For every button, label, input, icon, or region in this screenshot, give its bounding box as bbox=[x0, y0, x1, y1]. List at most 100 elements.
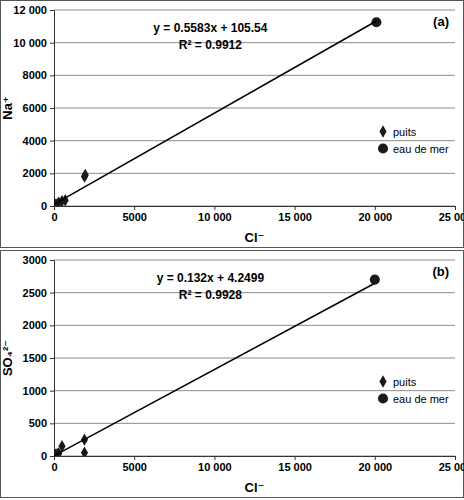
legend-label: eau de mer bbox=[393, 393, 449, 405]
tick-label: 10 000 bbox=[13, 37, 47, 49]
tick: 3000 bbox=[23, 254, 54, 266]
tick: 0 bbox=[51, 456, 57, 473]
tick-label: 6000 bbox=[23, 102, 47, 114]
grid-line bbox=[54, 140, 455, 141]
tick: 5000 bbox=[122, 206, 146, 223]
tick-mark bbox=[50, 75, 54, 76]
tick: 12 000 bbox=[13, 4, 54, 16]
tick: 0 bbox=[41, 450, 54, 462]
y-axis-label: SO₄²⁻ bbox=[0, 340, 15, 376]
tick-mark bbox=[214, 206, 215, 210]
y-axis: 050010001500200025003000 bbox=[23, 254, 55, 462]
tick: 2000 bbox=[23, 319, 54, 331]
grid-line bbox=[54, 75, 455, 76]
axis-line bbox=[50, 261, 55, 457]
data-marks bbox=[54, 17, 381, 206]
tick-mark bbox=[50, 43, 54, 44]
panel: 0500010 00015 00020 00025 00005001000150… bbox=[0, 251, 464, 498]
tick-label: 25 000 bbox=[439, 461, 464, 473]
annotation: R² = 0.9928 bbox=[179, 288, 242, 302]
tick: 1000 bbox=[23, 385, 54, 397]
axis-line bbox=[55, 457, 456, 461]
tick-label: 2000 bbox=[23, 167, 47, 179]
tick: 5000 bbox=[122, 456, 146, 473]
tick-label: 1000 bbox=[23, 385, 47, 397]
tick-mark bbox=[134, 456, 135, 460]
tick-label: 25 000 bbox=[439, 211, 464, 223]
y-axis: 0200040006000800010 00012 000 bbox=[13, 4, 54, 212]
grid-line bbox=[54, 10, 455, 11]
axis-line bbox=[55, 207, 456, 211]
y-axis-label: Na⁺ bbox=[0, 96, 15, 119]
legend-item: eau de mer bbox=[378, 393, 449, 405]
grid-line bbox=[54, 173, 455, 174]
tick-mark bbox=[295, 206, 296, 210]
tick: 10 000 bbox=[198, 456, 232, 473]
tick-mark bbox=[375, 456, 376, 460]
axis-line bbox=[50, 11, 55, 207]
legend-item: eau de mer bbox=[378, 143, 449, 155]
tick: 2500 bbox=[23, 287, 54, 299]
x-axis: 0500010 00015 00020 00025 000 bbox=[51, 456, 464, 473]
plot-area: 0 5000 10 000 15 000 20 000 25 0000 2000 4000 60… bbox=[13, 4, 464, 223]
legend: puits eau de mer bbox=[378, 125, 449, 154]
tick: 4000 bbox=[23, 135, 54, 147]
tick-mark bbox=[295, 456, 296, 460]
tick-mark bbox=[50, 293, 54, 294]
tick: 10 000 bbox=[198, 206, 232, 223]
point bbox=[82, 169, 89, 181]
tick-mark bbox=[455, 206, 456, 210]
tick-label: 10 000 bbox=[198, 211, 232, 223]
plot-area: 0500010 00015 00020 00025 00005001000150… bbox=[23, 254, 464, 473]
tick-mark bbox=[50, 173, 54, 174]
grid-line bbox=[54, 390, 455, 391]
tick-label: 1500 bbox=[23, 352, 47, 364]
figure: 0 5000 10 000 15 000 20 000 25 000 0 2000 4000 60… bbox=[0, 0, 464, 500]
grid-line bbox=[54, 292, 455, 293]
tick-mark bbox=[455, 456, 456, 460]
tick-mark bbox=[50, 141, 54, 142]
annotation: y = 0.5583x + 105.54 bbox=[153, 21, 267, 35]
x-axis-label: Cl⁻ bbox=[245, 480, 265, 495]
point bbox=[81, 447, 88, 456]
tick-label: 2500 bbox=[23, 287, 47, 299]
tick-mark bbox=[50, 456, 54, 457]
tick-mark bbox=[50, 10, 54, 11]
x-axis-label: Cl⁻ bbox=[245, 230, 265, 245]
panel-label: (a) bbox=[433, 14, 449, 29]
tick-label: 15 000 bbox=[278, 211, 312, 223]
tick: 15 000 bbox=[278, 206, 312, 223]
legend-marker bbox=[379, 375, 386, 387]
annotation: y = 0.132x + 4.2499 bbox=[157, 271, 265, 285]
tick-mark bbox=[50, 423, 54, 424]
panel-frame bbox=[1, 1, 464, 248]
legend: puitseau de mer bbox=[378, 375, 449, 404]
tick-mark bbox=[50, 260, 54, 261]
tick-mark bbox=[50, 108, 54, 109]
tick: 20 000 bbox=[358, 456, 392, 473]
tick-mark bbox=[50, 358, 54, 359]
legend-label: puits bbox=[393, 126, 417, 138]
grid-line bbox=[54, 358, 455, 359]
grid-line bbox=[54, 42, 455, 43]
tick-label: 0 bbox=[51, 211, 57, 223]
tick: 8000 bbox=[23, 69, 54, 81]
legend-marker bbox=[379, 125, 386, 137]
x-axis: 0 5000 10 000 15 000 20 000 25 000 bbox=[51, 206, 464, 223]
tick-label: 10 000 bbox=[198, 461, 232, 473]
tick-label: 5000 bbox=[122, 211, 146, 223]
tick-label: 12 000 bbox=[13, 4, 47, 16]
panel: 0 5000 10 000 15 000 20 000 25 0000 2000 4000 60… bbox=[0, 1, 464, 248]
tick-label: 0 bbox=[51, 461, 57, 473]
tick: 25 000 bbox=[439, 206, 464, 223]
tick-label: 5000 bbox=[122, 461, 146, 473]
fit-line bbox=[54, 283, 375, 455]
grid-line bbox=[54, 108, 455, 109]
tick: 0 bbox=[51, 206, 57, 223]
tick-label: 20 000 bbox=[358, 211, 392, 223]
legend-marker bbox=[378, 143, 388, 153]
tick-label: 8000 bbox=[23, 69, 47, 81]
tick-label: 20 000 bbox=[358, 461, 392, 473]
tick-mark bbox=[134, 206, 135, 210]
legend-item: puits bbox=[379, 125, 416, 137]
